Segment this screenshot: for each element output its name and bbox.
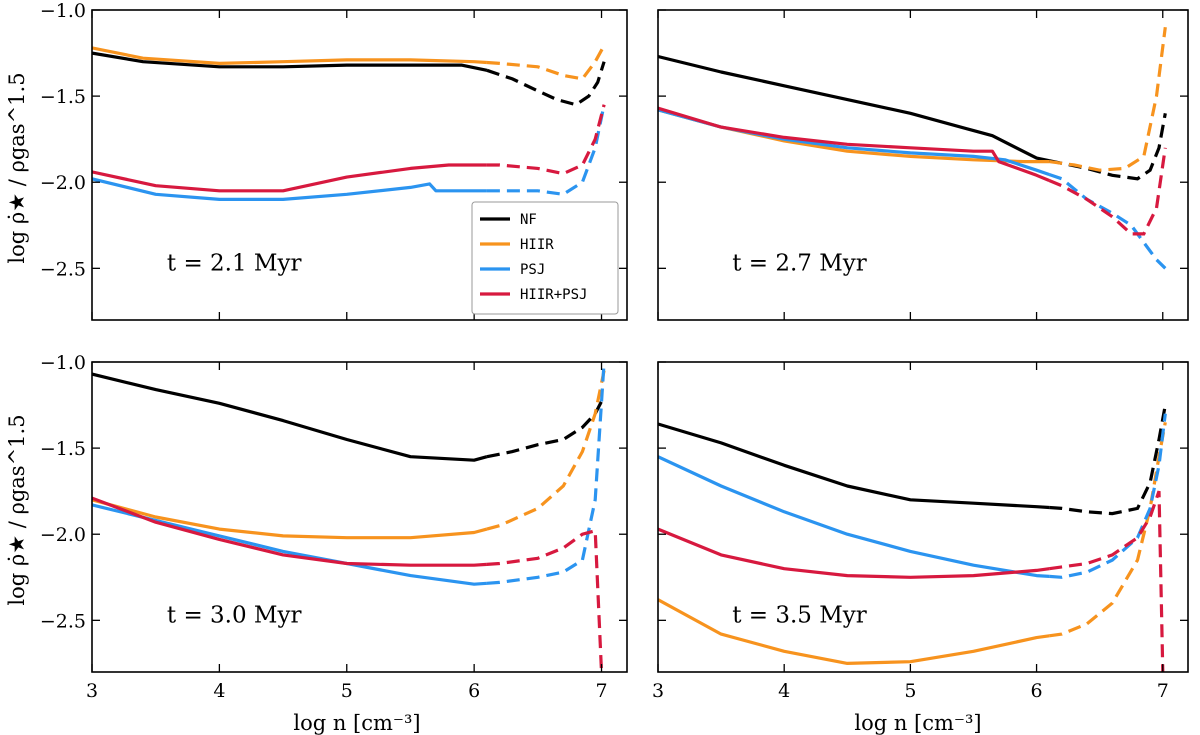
series-nf-dashed [1048,113,1167,181]
panel-frame [657,9,1189,321]
series-hiir-dashed [486,47,605,81]
series-hiir-solid [92,46,487,65]
series-hiir-psj-solid [92,496,487,567]
panel-frame [91,9,628,321]
series-psj-solid [92,177,487,201]
x-tick-label: 6 [1031,680,1043,702]
x-tick-label: 6 [468,680,480,702]
x-tick-label: 3 [86,680,98,702]
plot-area [92,362,606,672]
x-tick-label: 3 [652,680,664,702]
series-psj-dashed [1048,172,1167,270]
series-psj-solid [658,108,1050,177]
series-psj-solid [658,455,1050,578]
y-tick-label: −1.5 [40,438,86,460]
legend: NF HIIR PSJ HIIR+PSJ [471,201,619,315]
series-hiir-dashed [1048,26,1167,172]
legend-entry: HIIR+PSJ [520,287,587,303]
x-axis-label-left: log n [cm⁻³] [293,711,420,735]
panel-frame [657,361,1189,673]
y-tick-label: −1.0 [40,0,86,22]
series-psj-dashed [486,104,606,196]
y-tick-label: −1.5 [40,86,86,108]
legend-entry: HIIR [520,237,554,253]
series-psj-dashed [486,362,606,585]
series-hiir-psj-dashed [1048,147,1167,236]
axis-labels: log n [cm⁻³] log n [cm⁻³] log ρ̇★ / ρgas… [5,72,982,735]
panel-time-label: t = 2.1 Myr [167,250,302,276]
x-tick-label: 7 [1157,680,1169,702]
series-hiir-solid [92,498,488,540]
series-hiir-dashed [486,370,606,531]
y-axis-label-top: log ρ̇★ / ρgas^1.5 [5,72,29,263]
plot-area [658,26,1167,270]
panel-2: t = 2.7 Myr [657,9,1189,321]
series-hiir-psj-solid [92,163,487,193]
y-axis-label-bottom: log ρ̇★ / ρgas^1.5 [5,414,29,605]
x-axis-label-right: log n [cm⁻³] [854,711,981,735]
y-tick-label: −2.5 [40,258,86,280]
legend-box [471,201,619,315]
plot-area [92,46,606,201]
legend-entry: NF [520,212,537,228]
y-tick-label: −1.0 [40,352,86,374]
series-hiir-psj-solid [658,527,1050,579]
panel-time-label: t = 3.5 Myr [732,602,867,628]
x-tick-label: 5 [341,680,353,702]
series-hiir-psj-dashed [486,528,604,672]
series-psj-dashed [1049,413,1167,579]
series-nf-solid [658,54,1050,163]
panel-1: −1.0 −1.5 −2.0 −2.5 t = 2.1 Myr [40,0,628,321]
series-hiir-psj-dashed [486,104,606,176]
panel-frame [91,361,628,673]
series-nf-dashed [486,61,606,107]
panels: −1.0 −1.5 −2.0 −2.5 t = 2.1 Myr t = 2.7 Myr 3 4… [40,0,1189,702]
series-nf-dashed [486,395,606,459]
series-nf-solid [658,422,1050,510]
series-psj-solid [92,503,488,586]
x-tick-label: 7 [595,680,607,702]
panel-time-label: t = 2.7 Myr [732,250,867,276]
series-hiir-solid [658,598,1050,665]
series-hiir-psj-solid [658,106,1050,182]
legend-entry: PSJ [520,262,545,278]
series-nf-solid [92,51,488,72]
series-hiir-dashed [1048,422,1167,638]
panel-4: 3 4 5 6 7 t = 3.5 Myr [652,361,1189,702]
panel-3: 3 4 5 6 7 −1.0 −1.5 −2.0 −2.5 t = 3.0 Myr [40,352,628,702]
x-tick-label: 4 [213,680,225,702]
y-tick-label: −2.0 [40,172,86,194]
panel-time-label: t = 3.0 Myr [167,602,302,628]
series-nf-dashed [1049,404,1167,516]
series-nf-solid [92,372,488,462]
y-tick-label: −2.0 [40,524,86,546]
plot-area [658,404,1167,672]
x-tick-label: 4 [778,680,790,702]
y-tick-label: −2.5 [40,610,86,632]
series-hiir-psj-dashed [1048,490,1165,672]
x-tick-label: 5 [904,680,916,702]
